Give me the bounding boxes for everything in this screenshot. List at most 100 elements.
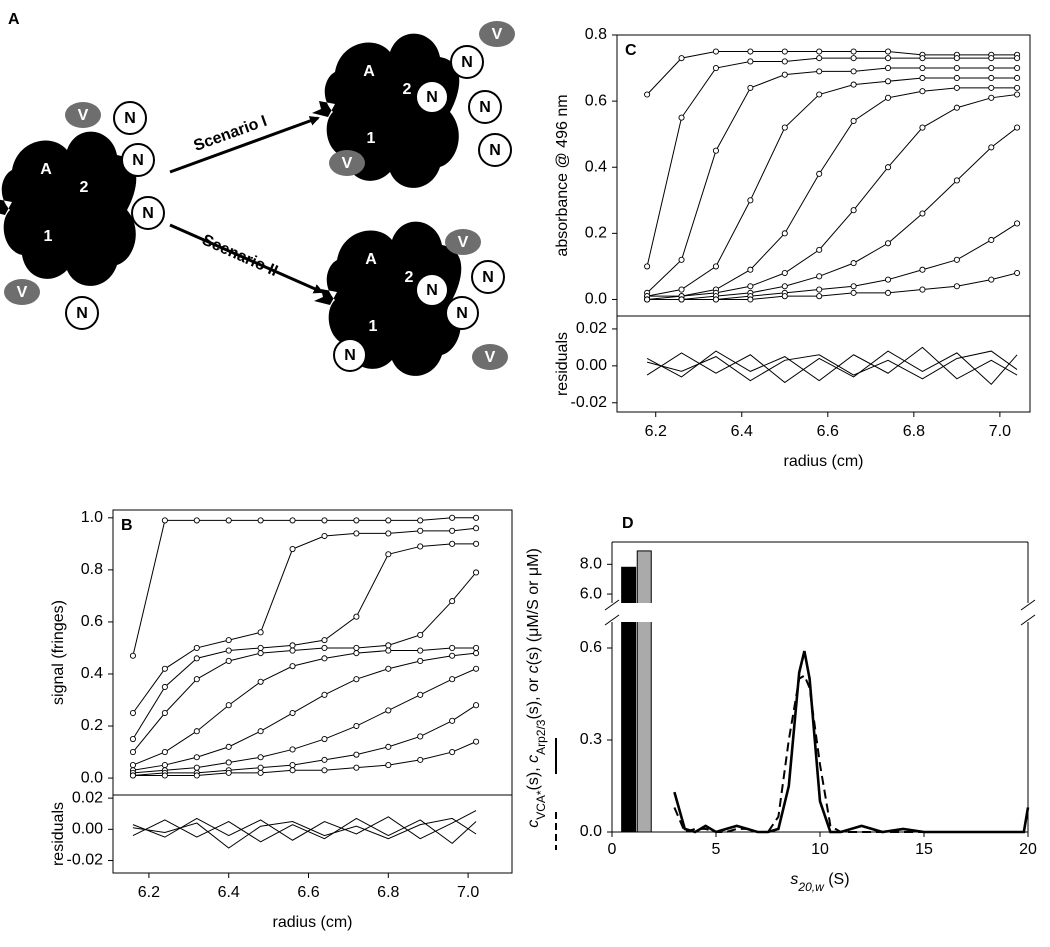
site-a-label: A xyxy=(365,251,377,268)
data-point xyxy=(1014,220,1021,227)
y-tick-label: 0.3 xyxy=(580,731,602,748)
data-point xyxy=(747,84,754,91)
data-point xyxy=(1014,74,1021,82)
x-tick-label: 10 xyxy=(811,841,829,858)
data-point xyxy=(473,540,480,547)
x-tick-label: 7.0 xyxy=(457,884,479,901)
data-point xyxy=(161,749,168,756)
x-tick-label: 7.0 xyxy=(989,423,1011,440)
data-point xyxy=(816,68,823,75)
data-point xyxy=(353,722,360,730)
residual-axis-label: residuals xyxy=(554,332,571,396)
ligand-n xyxy=(478,133,512,167)
data-point xyxy=(712,65,719,72)
data-point xyxy=(781,293,788,300)
data-point xyxy=(919,286,926,293)
data-point xyxy=(953,65,960,72)
data-point xyxy=(417,691,424,698)
complex xyxy=(314,221,462,376)
data-point xyxy=(289,545,296,553)
data-point xyxy=(321,691,328,698)
ligand-v xyxy=(65,102,101,128)
data-point xyxy=(289,762,296,769)
fit-line xyxy=(132,543,477,740)
data-point xyxy=(816,55,823,62)
ligand-label: V xyxy=(342,155,353,172)
data-point xyxy=(644,296,651,303)
data-point xyxy=(988,74,995,82)
residual-y-tick-label: 0.00 xyxy=(576,357,607,374)
ligand-v xyxy=(479,21,515,47)
y-tick-label: 0.0 xyxy=(81,769,103,786)
y-axis-label-part: c xyxy=(525,820,542,828)
fit-line xyxy=(647,127,1018,300)
ligand-label: V xyxy=(485,349,496,366)
data-point xyxy=(781,58,788,65)
fit-line xyxy=(132,527,477,714)
data-point xyxy=(225,759,232,766)
fit-line xyxy=(132,668,477,774)
data-point xyxy=(747,296,754,303)
ligand-label: N xyxy=(456,305,468,322)
ligand-label: N xyxy=(344,347,356,364)
residual-line xyxy=(646,350,1018,386)
bar xyxy=(636,550,652,833)
ligand-label: N xyxy=(132,152,144,169)
data-point xyxy=(1014,84,1021,91)
data-point xyxy=(321,655,328,662)
ligand-label: N xyxy=(482,269,494,286)
data-point xyxy=(257,769,264,776)
data-point xyxy=(257,644,264,651)
fit-line xyxy=(132,741,477,776)
data-point xyxy=(321,517,328,524)
x-tick-label: 6.4 xyxy=(218,884,240,901)
panel-label: C xyxy=(625,42,637,59)
data-point xyxy=(321,756,328,763)
site-2-label: 2 xyxy=(403,81,412,98)
data-point xyxy=(712,147,719,154)
fit-line xyxy=(132,572,477,753)
data-point xyxy=(816,170,823,177)
data-point xyxy=(129,772,136,779)
y-axis-label-part: (s), or xyxy=(525,673,542,719)
data-point xyxy=(449,540,456,547)
data-point xyxy=(1014,65,1021,72)
residual-line xyxy=(132,817,477,849)
x-tick-label: 6.8 xyxy=(903,423,925,440)
data-point xyxy=(449,749,456,756)
data-point xyxy=(1014,55,1021,62)
data-point xyxy=(781,124,788,131)
x-tick-label: 6.4 xyxy=(731,423,753,440)
data-point xyxy=(385,762,392,769)
residual-y-tick-label: 0.02 xyxy=(72,789,103,806)
ligand-v xyxy=(445,229,481,255)
data-point xyxy=(321,644,328,651)
x-axis-label: radius (cm) xyxy=(272,914,352,931)
data-point xyxy=(289,642,296,649)
data-point xyxy=(161,665,168,672)
residual-y-tick-label: 0.00 xyxy=(72,821,103,838)
data-point xyxy=(289,663,296,670)
data-point xyxy=(385,642,392,649)
data-point xyxy=(473,738,480,745)
data-point xyxy=(850,55,857,62)
data-point xyxy=(417,647,424,654)
x-axis-label-part: (S) xyxy=(824,871,850,888)
data-point xyxy=(473,650,480,657)
panel-label: D xyxy=(622,515,634,532)
data-point xyxy=(193,644,200,651)
data-point xyxy=(193,655,200,662)
ligand-label: N xyxy=(426,89,438,106)
data-point xyxy=(919,88,926,95)
data-point xyxy=(712,296,719,303)
data-point xyxy=(353,613,360,620)
data-point xyxy=(884,55,892,62)
data-point xyxy=(781,269,788,277)
ligand-n xyxy=(65,296,99,330)
data-point xyxy=(225,517,232,524)
data-point xyxy=(953,177,960,184)
data-point xyxy=(193,517,200,524)
data-point xyxy=(289,647,296,654)
data-point xyxy=(884,276,892,283)
y-tick-label: 0.4 xyxy=(81,665,103,682)
